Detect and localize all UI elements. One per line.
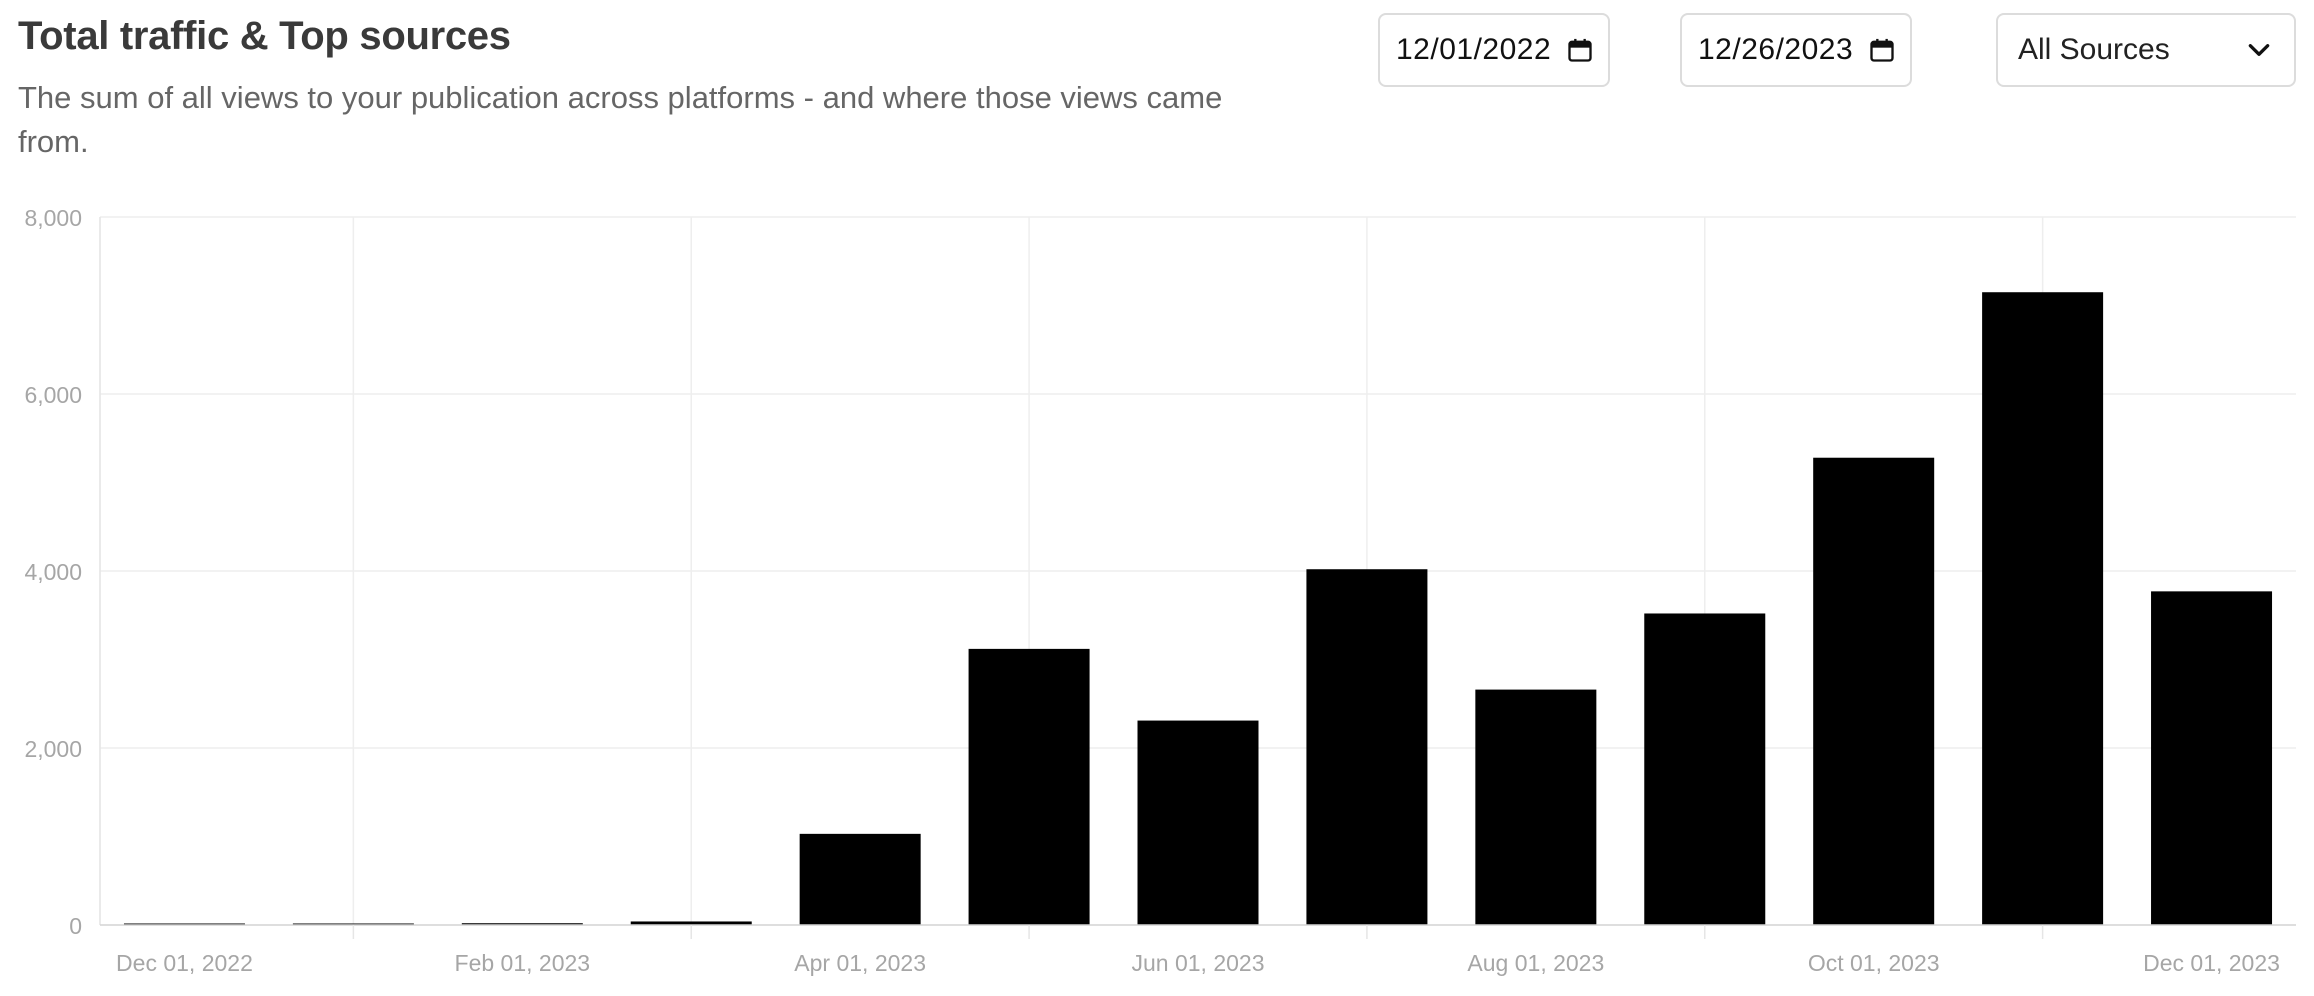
x-tick-label: Feb 01, 2023 bbox=[455, 950, 591, 976]
source-select[interactable]: All Sources bbox=[1996, 13, 2296, 87]
bar[interactable] bbox=[1306, 569, 1428, 925]
y-tick-label: 4,000 bbox=[24, 559, 82, 585]
source-select-value: All Sources bbox=[2018, 33, 2170, 66]
end-date-input[interactable]: 12/26/2023 bbox=[1680, 13, 1912, 87]
calendar-icon[interactable] bbox=[1868, 36, 1896, 64]
x-tick-label: Apr 01, 2023 bbox=[794, 950, 926, 976]
bar[interactable] bbox=[292, 923, 414, 926]
start-date-input[interactable]: 12/01/2022 bbox=[1378, 13, 1610, 87]
bar[interactable] bbox=[799, 833, 921, 925]
bar[interactable] bbox=[1644, 613, 1766, 925]
bar[interactable] bbox=[1475, 689, 1597, 925]
y-tick-label: 2,000 bbox=[24, 736, 82, 762]
chart-grid bbox=[100, 216, 2296, 926]
start-date-value: 12/01/2022 bbox=[1396, 33, 1552, 66]
chart-bars bbox=[123, 292, 2273, 926]
bar[interactable] bbox=[968, 648, 1090, 925]
x-tick-label: Oct 01, 2023 bbox=[1808, 950, 1940, 976]
chart-axes: 0 2,000 4,000 6,000 8,000 Dec 01, 2022 Feb 01,… bbox=[24, 205, 2296, 976]
calendar-icon[interactable] bbox=[1566, 36, 1594, 64]
y-tick-label: 0 bbox=[69, 913, 82, 939]
page-title: Total traffic & Top sources bbox=[18, 14, 511, 58]
bar[interactable] bbox=[630, 921, 752, 925]
bar[interactable] bbox=[1982, 292, 2104, 926]
x-tick-label: Dec 01, 2022 bbox=[116, 950, 253, 976]
page-subtitle: The sum of all views to your publication… bbox=[18, 80, 1223, 159]
y-tick-label: 8,000 bbox=[24, 205, 82, 231]
end-date-value: 12/26/2023 bbox=[1698, 33, 1854, 66]
y-tick-label: 6,000 bbox=[24, 382, 82, 408]
x-tick-label: Aug 01, 2023 bbox=[1467, 950, 1604, 976]
bar[interactable] bbox=[2151, 591, 2273, 925]
bar[interactable] bbox=[461, 923, 583, 925]
bar[interactable] bbox=[1137, 720, 1259, 925]
bar[interactable] bbox=[123, 923, 245, 926]
bar[interactable] bbox=[1813, 457, 1935, 925]
x-tick-label: Jun 01, 2023 bbox=[1131, 950, 1264, 976]
x-tick-label: Dec 01, 2023 bbox=[2143, 950, 2280, 976]
chevron-down-icon bbox=[2248, 44, 2270, 56]
chart-header: Total traffic & Top sources The sum of a… bbox=[18, 10, 1298, 164]
